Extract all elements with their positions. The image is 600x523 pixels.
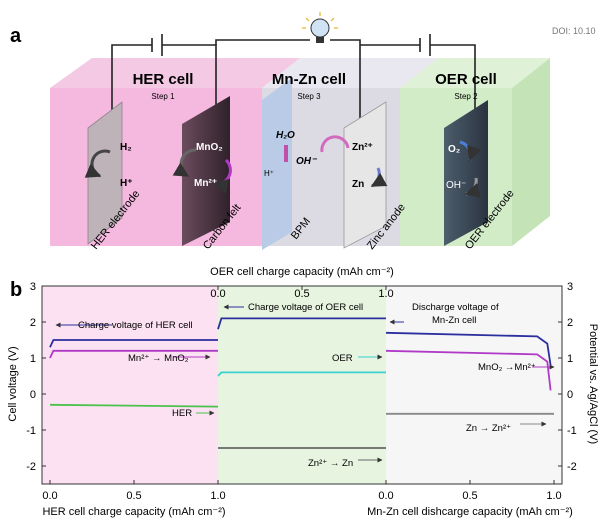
light-bulb-icon [302, 12, 338, 43]
species-o2: O₂ [448, 144, 460, 155]
annotation-mno2-to-mn: MnO₂ →Mn²⁺ [478, 362, 536, 373]
her-segment-bg [42, 286, 218, 484]
her-electrode-plate [87, 101, 123, 245]
y-tick-label-right: 3 [567, 281, 573, 293]
her-cell-step: Step 1 [151, 92, 175, 101]
oer-cell-title: OER cell [435, 71, 497, 88]
series-line-oer [217, 317, 386, 330]
y-tick-label-right: 0 [567, 389, 573, 401]
bottom-left-axis-label: HER cell charge capacity (mAh cm⁻²) [42, 506, 225, 518]
doi-text: DOI: 10.10 [552, 26, 596, 36]
her-cell-title: HER cell [133, 71, 194, 88]
y-tick-label-right: 1 [567, 353, 573, 365]
axis-ticks: 3 3 2 2 1 1 0 0 -1 -1 -2 -2 0.0 0.5 1.0 0.0 0.5 1.0 0.0 0.5… [26, 281, 577, 502]
species-mn2plus: Mn²⁺ [194, 178, 217, 189]
bpm-membrane [262, 78, 292, 250]
y-tick-label-left: 0 [30, 389, 36, 401]
bottom-left-tick-label: 0.0 [42, 490, 57, 502]
annotation-mn-to-mno2: Mn²⁺ → MnO₂ [128, 353, 189, 364]
panel-b-label: b [10, 279, 22, 301]
zinc-anode-plate [343, 101, 387, 249]
annotation-discharge-line2: Mn-Zn cell [432, 315, 476, 326]
carbon-felt-plate [182, 96, 230, 246]
bottom-right-tick-label: 0.0 [378, 490, 393, 502]
species-hplus-bpm: H⁺ [264, 169, 274, 178]
mnzn-segment-bg [386, 286, 562, 484]
top-tick-label: 0.0 [210, 288, 225, 300]
y-tick-label-left: 2 [30, 317, 36, 329]
y-tick-label-left: 3 [30, 281, 36, 293]
series-line-her [49, 349, 218, 359]
mnzn-cell-title: Mn-Zn cell [272, 71, 346, 88]
y-tick-label-right: -1 [567, 425, 577, 437]
bottom-left-tick-label: 0.5 [126, 490, 141, 502]
series-line-oer [217, 371, 386, 377]
species-h2: H₂ [120, 142, 132, 153]
species-ohminus: OH⁻ [446, 180, 466, 191]
left-axis-label: Cell voltage (V) [7, 346, 19, 421]
species-h2o: H₂O [276, 130, 295, 141]
annotation-oer-charge: Charge voltage of OER cell [248, 302, 363, 313]
species-zn2plus: Zn²⁺ [352, 142, 373, 153]
y-tick-label-left: -1 [26, 425, 36, 437]
species-ohminus-bpm: OH⁻ [296, 156, 318, 167]
oer-electrode-plate [444, 100, 488, 246]
series-line-mn-zn [385, 331, 552, 366]
mnzn-cell-step: Step 3 [297, 92, 321, 101]
right-axis-label: Potential vs. Ag/AgCl (V) [587, 324, 599, 444]
species-zn: Zn [352, 179, 364, 190]
top-axis-label: OER cell charge capacity (mAh cm⁻²) [210, 266, 394, 278]
bottom-left-tick-label: 1.0 [210, 490, 225, 502]
y-tick-label-right: -2 [567, 461, 577, 473]
bottom-right-tick-label: 0.5 [462, 490, 477, 502]
annotation-her-charge: Charge voltage of HER cell [78, 320, 193, 331]
annotation-oer: OER [332, 353, 353, 364]
oer-cell-step: Step 2 [454, 92, 478, 101]
circuit-wires [111, 34, 476, 128]
annotation-her: HER [172, 408, 192, 419]
species-mno2: MnO₂ [196, 142, 223, 153]
series-line-her [49, 403, 219, 408]
annotation-discharge-line1: Discharge voltage of [412, 302, 499, 313]
y-tick-label-left: -2 [26, 461, 36, 473]
annotation-zn-to-zn2: Zn → Zn²⁺ [466, 423, 511, 434]
series-line-mn-zn [385, 349, 552, 391]
panel-a-label: a [10, 25, 22, 47]
y-tick-label-left: 1 [30, 353, 36, 365]
annotation-zn2-to-zn: Zn²⁺ → Zn [308, 458, 353, 469]
top-tick-label: 0.5 [294, 288, 309, 300]
species-hplus: H⁺ [120, 178, 133, 189]
y-tick-label-right: 2 [567, 317, 573, 329]
data-series [49, 317, 554, 449]
bottom-right-tick-label: 1.0 [546, 490, 561, 502]
series-line-her [49, 339, 218, 348]
cycle-arrow-icon [84, 135, 482, 198]
top-tick-label: 1.0 [378, 288, 393, 300]
oer-segment-bg [218, 286, 386, 484]
bottom-right-axis-label: Mn-Zn cell dishcarge capacity (mAh cm⁻²) [367, 506, 573, 518]
